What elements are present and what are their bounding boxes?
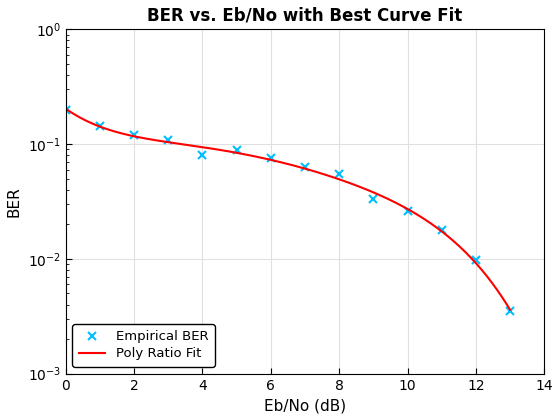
Empirical BER: [233, 148, 240, 153]
Poly Ratio Fit: [273, 159, 280, 164]
Poly Ratio Fit: [427, 220, 433, 225]
Title: BER vs. Eb/No with Best Curve Fit: BER vs. Eb/No with Best Curve Fit: [147, 7, 463, 25]
Empirical BER: [370, 197, 377, 202]
Poly Ratio Fit: [62, 106, 69, 111]
Empirical BER: [302, 165, 309, 170]
Empirical BER: [130, 132, 137, 137]
Poly Ratio Fit: [496, 291, 503, 296]
Empirical BER: [507, 309, 514, 314]
Empirical BER: [404, 209, 411, 214]
X-axis label: Eb/No (dB): Eb/No (dB): [264, 398, 346, 413]
Poly Ratio Fit: [327, 174, 334, 179]
Line: Poly Ratio Fit: Poly Ratio Fit: [66, 109, 510, 310]
Y-axis label: BER: BER: [7, 186, 22, 217]
Line: Empirical BER: Empirical BER: [62, 105, 514, 315]
Poly Ratio Fit: [507, 307, 514, 312]
Empirical BER: [473, 258, 479, 263]
Empirical BER: [438, 227, 445, 232]
Empirical BER: [96, 123, 103, 128]
Empirical BER: [336, 171, 343, 176]
Poly Ratio Fit: [276, 159, 283, 164]
Legend: Empirical BER, Poly Ratio Fit: Empirical BER, Poly Ratio Fit: [72, 324, 215, 367]
Empirical BER: [62, 107, 69, 112]
Poly Ratio Fit: [303, 166, 310, 171]
Empirical BER: [165, 138, 171, 143]
Empirical BER: [268, 156, 274, 161]
Empirical BER: [199, 152, 206, 158]
